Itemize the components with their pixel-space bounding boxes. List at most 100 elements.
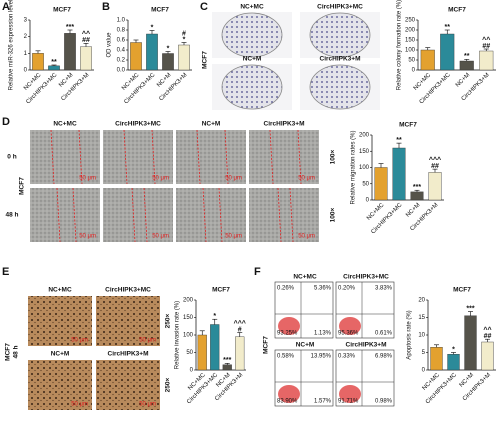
panel-letter: E	[2, 266, 9, 278]
significance-label: ***	[466, 305, 474, 312]
y-tick-label: 150	[405, 38, 416, 44]
bar	[197, 334, 207, 371]
quadrant-value: 1.57%	[314, 399, 332, 405]
significance-label: ***	[413, 184, 421, 191]
image-label: NC+M	[51, 351, 70, 358]
scale-label: 50 μm	[225, 234, 242, 240]
y-tick-label: 0	[412, 68, 416, 74]
dish-image	[221, 64, 283, 110]
bar	[428, 172, 442, 201]
image-label: NC+MC	[293, 274, 317, 281]
cell-line-label: MCF7	[263, 336, 270, 354]
quadrant-value: 91.71%	[338, 399, 359, 405]
bar	[162, 53, 174, 71]
bar	[48, 65, 60, 71]
panel-letter: B	[102, 1, 110, 13]
significance-label: ***	[66, 24, 74, 31]
bar	[479, 50, 494, 71]
significance-label: ##	[82, 37, 90, 44]
y-tick-label: 50	[408, 58, 415, 64]
scale-label: 50 μm	[79, 234, 96, 240]
y-tick-label: 150	[183, 315, 194, 321]
bar	[130, 42, 142, 71]
y-tick-label: 100	[183, 333, 194, 339]
image-label: NC+MC	[48, 287, 72, 294]
dish-image	[309, 12, 371, 58]
wound-image	[176, 130, 246, 184]
significance-label: ##	[431, 163, 439, 170]
bar	[64, 33, 76, 71]
significance-label: ^^^	[429, 156, 441, 164]
image-label: NC+MC	[53, 121, 77, 128]
significance-label: ^^	[82, 30, 90, 38]
x-tick-label: CircHIPK3+MC	[123, 72, 157, 106]
y-tick-label: 0.0	[117, 68, 126, 74]
image-label: CircHIPK3+MC	[105, 287, 151, 294]
bar	[80, 46, 92, 71]
y-tick-label: 0.6	[117, 38, 126, 44]
quadrant-value: 0.61%	[375, 331, 393, 337]
bar	[222, 364, 232, 371]
y-tick-label: 3	[24, 18, 28, 24]
panel-letter: A	[2, 1, 10, 13]
quadrant-value: 0.98%	[375, 399, 393, 405]
y-tick-label: 100	[359, 165, 370, 171]
y-tick-label: 0	[366, 198, 370, 204]
wound-image	[176, 188, 246, 242]
quadrant-value: 3.83%	[375, 286, 393, 292]
significance-label: #	[238, 326, 242, 333]
bar	[32, 53, 44, 71]
scale-label: 50 μm	[152, 234, 169, 240]
image-label: CircHIPK3+MC	[317, 4, 363, 11]
y-tick-label: 10	[418, 333, 425, 339]
significance-label: ^^	[482, 36, 490, 44]
chart-title: MCF7	[212, 287, 230, 294]
y-tick-label: 20	[418, 298, 425, 304]
y-tick-label: 0.8	[117, 28, 126, 34]
y-tick-label: 5	[422, 350, 426, 356]
y-axis-label: Relative miR-326 expression level	[9, 0, 15, 90]
x-tick-label: NC+M	[455, 72, 471, 88]
row-label: 0 h	[7, 154, 16, 161]
y-tick-label: 150	[359, 149, 370, 155]
scale-label: 50 μm	[79, 176, 96, 182]
invasion-image	[96, 296, 160, 346]
y-tick-label: 0	[190, 368, 194, 374]
bar	[459, 60, 474, 71]
bar	[374, 167, 388, 201]
cell-cloud	[278, 385, 300, 403]
y-tick-label: 0.4	[117, 48, 126, 54]
scale-label: 50 μm	[139, 402, 156, 408]
image-label: NC+M	[296, 342, 315, 349]
significance-label: ##	[482, 43, 490, 50]
y-tick-label: 50	[186, 350, 193, 356]
invasion-image	[28, 296, 92, 346]
cell-cloud	[339, 385, 361, 403]
image-label: NC+M	[202, 121, 221, 128]
significance-label: *	[151, 24, 154, 31]
invasion-image	[96, 360, 160, 410]
image-label: NC+MC	[240, 4, 264, 11]
significance-label: ***	[223, 357, 231, 364]
scale-label: 50 μm	[152, 176, 169, 182]
bar	[178, 44, 190, 71]
bar	[430, 347, 443, 371]
y-tick-label: 100	[405, 48, 416, 54]
quadrant-value: 0.58%	[277, 354, 295, 360]
chart-title: MCF7	[453, 287, 471, 294]
scale-label: 50 μm	[298, 176, 315, 182]
quadrant-value: 93.25%	[277, 331, 298, 337]
magnification-label: 250×	[165, 313, 172, 328]
cell-cloud	[278, 317, 300, 335]
scale-label: 50 μm	[71, 402, 88, 408]
y-axis-label: Relative colony formation rate (%)	[397, 0, 403, 90]
row-label: 48 h	[5, 212, 18, 219]
bar	[146, 33, 158, 71]
cell-line-label: MCF7	[5, 343, 12, 361]
significance-label: **	[464, 53, 470, 60]
invasion-image	[28, 360, 92, 410]
y-tick-label: 200	[405, 28, 416, 34]
image-label: CircHIPK3+M	[264, 121, 305, 128]
bar	[392, 147, 406, 201]
